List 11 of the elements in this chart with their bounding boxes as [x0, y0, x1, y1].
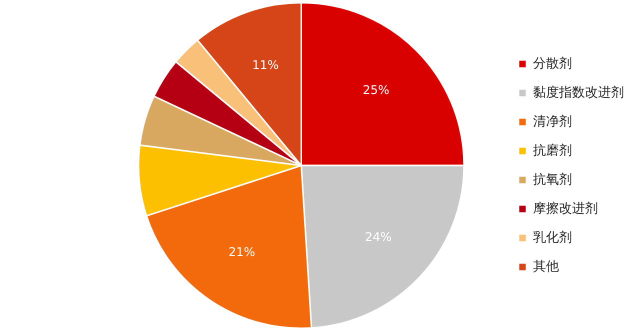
- legend-label: 抗磨剂: [533, 142, 572, 158]
- legend-label: 摩擦改进剂: [533, 200, 598, 216]
- legend-label: 黏度指数改进剂: [533, 84, 624, 100]
- legend-label: 清净剂: [533, 113, 572, 130]
- legend-label: 抗氧剂: [533, 171, 572, 188]
- legend-label: 乳化剂: [533, 229, 572, 246]
- legend-label: 其他: [533, 259, 559, 274]
- data-label: 21%: [228, 245, 256, 260]
- legend-label: 分散剂: [533, 55, 572, 72]
- data-label: 25%: [362, 82, 390, 97]
- data-label: 11%: [252, 58, 279, 72]
